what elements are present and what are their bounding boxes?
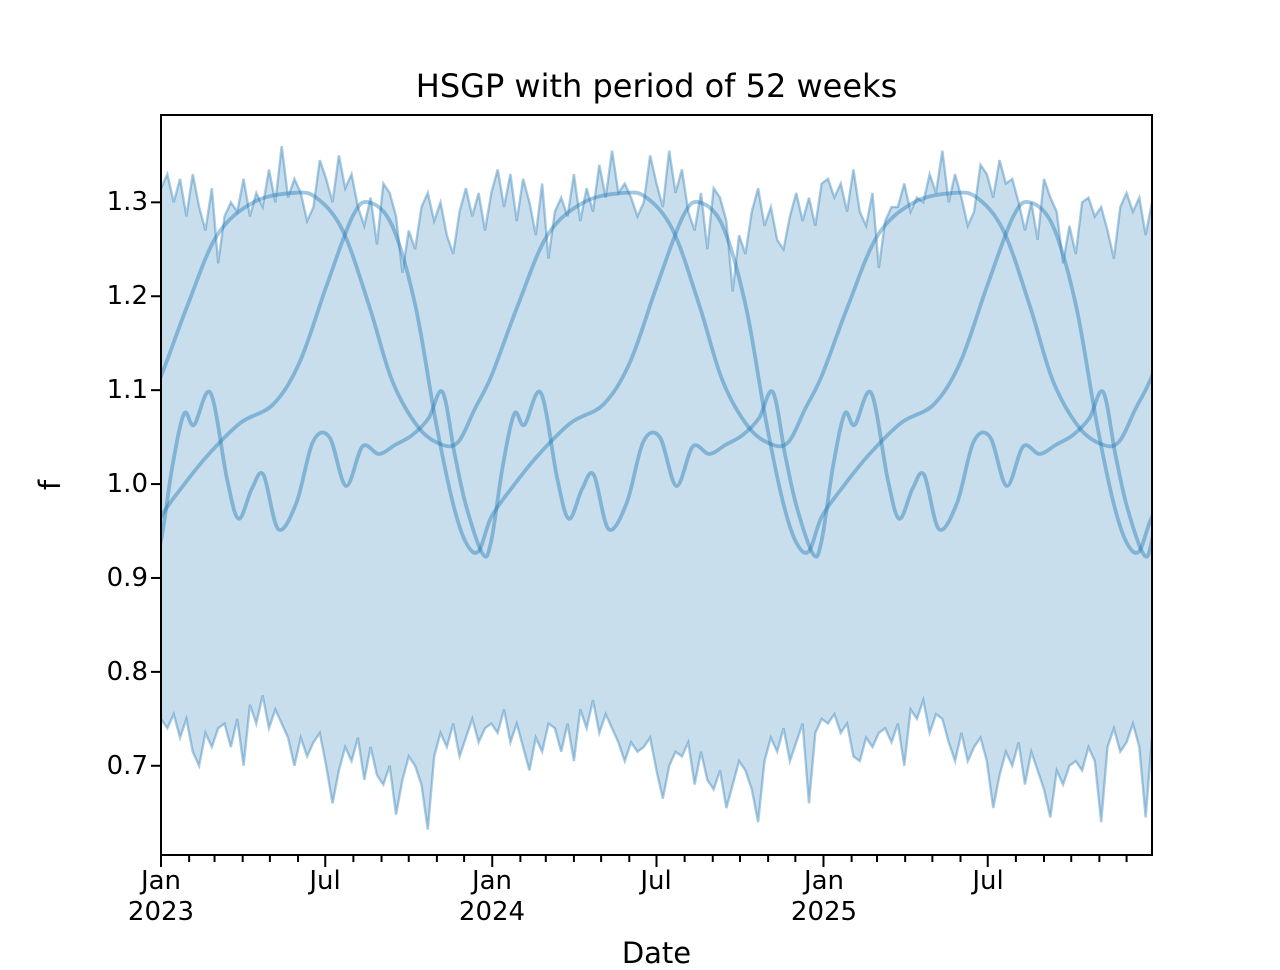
x-tick-label: Jul xyxy=(640,866,672,896)
chart-title: HSGP with period of 52 weeks xyxy=(415,67,898,105)
hsgp-sample-1 xyxy=(161,190,1152,449)
y-tick-label: 0.8 xyxy=(106,657,148,687)
band-upper-edge xyxy=(161,145,1152,292)
y-tick-label: 0.9 xyxy=(106,563,148,593)
y-tick-label: 0.7 xyxy=(106,751,148,781)
band-lower-edge xyxy=(161,695,1152,830)
y-tick-label: 1.2 xyxy=(106,281,148,311)
x-axis-label: Date xyxy=(621,936,692,970)
x-tick-label: Jan 2025 xyxy=(790,866,858,927)
y-axis-label: f xyxy=(33,479,67,491)
hsgp-sample-3 xyxy=(161,389,1152,559)
x-tick-label: Jan 2023 xyxy=(127,866,195,927)
y-tick-label: 1.3 xyxy=(106,187,148,217)
hsgp-sample-2 xyxy=(161,199,1152,555)
x-tick-label: Jul xyxy=(972,866,1004,896)
uncertainty-band xyxy=(161,145,1152,830)
x-tick-label: Jan 2024 xyxy=(458,866,526,927)
y-tick-label: 1.1 xyxy=(106,375,148,405)
x-tick-label: Jul xyxy=(309,866,341,896)
y-tick-label: 1.0 xyxy=(106,469,148,499)
